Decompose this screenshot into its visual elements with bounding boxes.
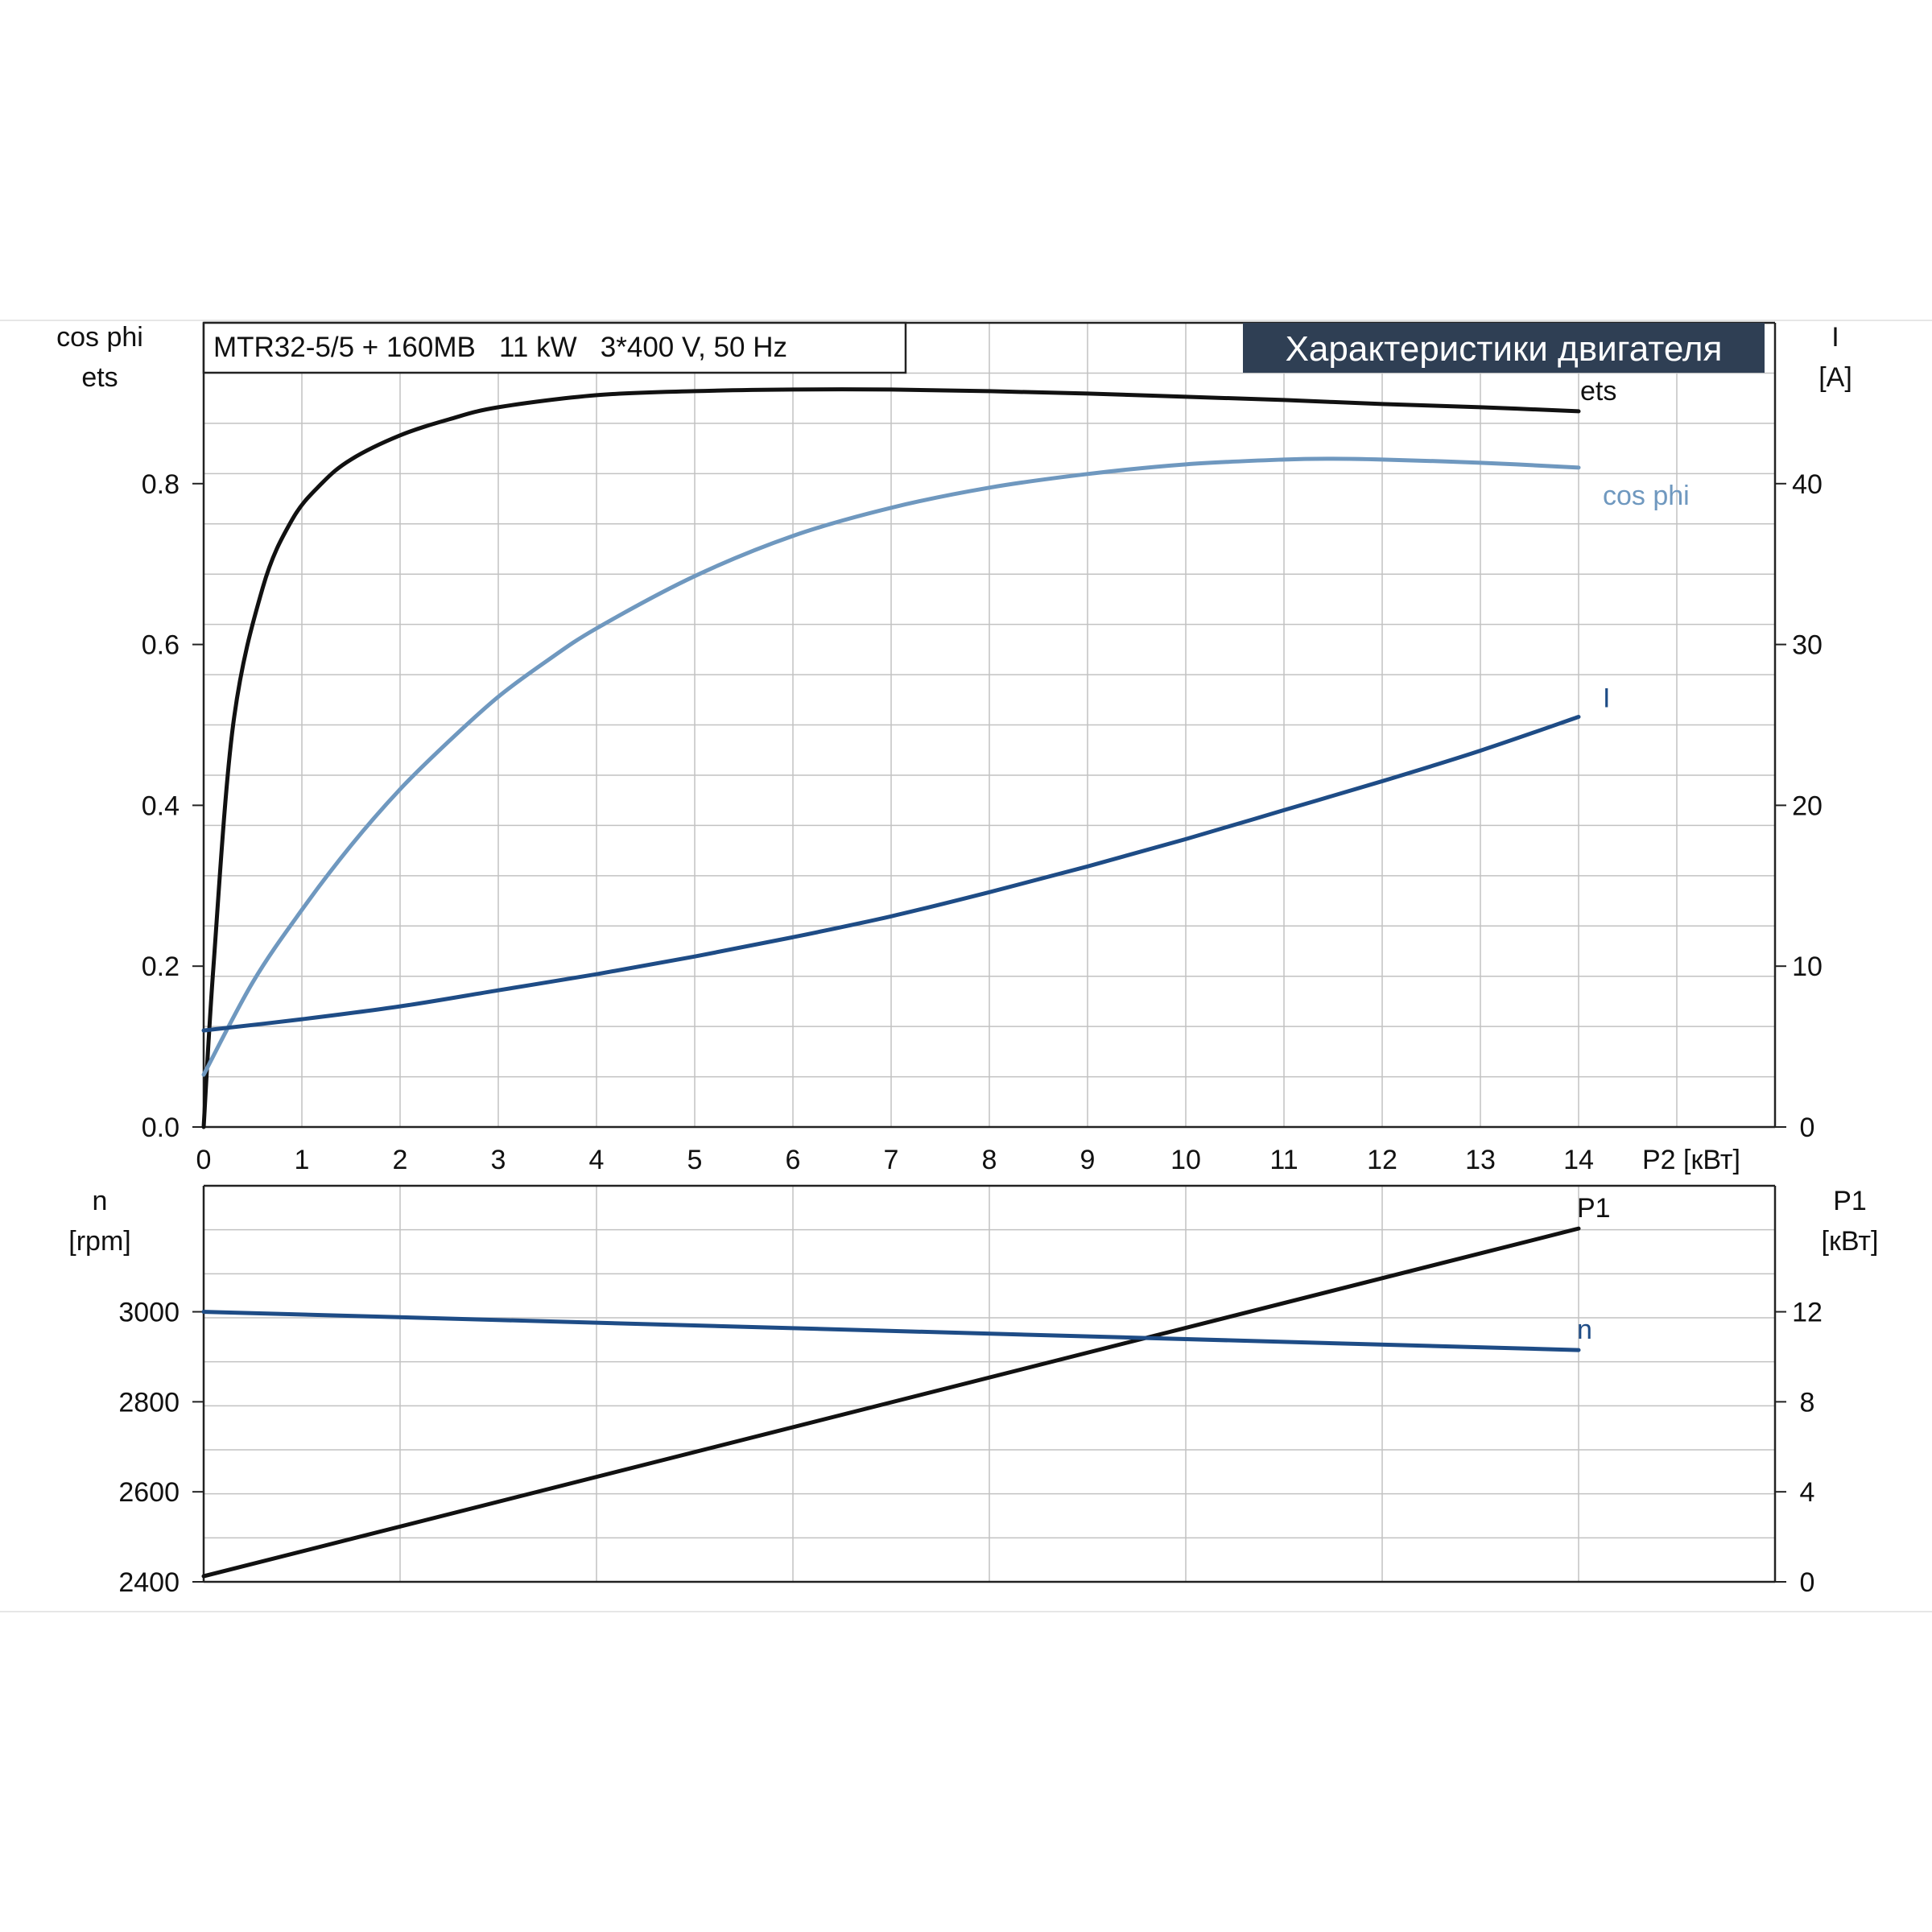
model-label: MTR32-5/5 + 160MB 11 kW 3*400 V, 50 Hz [213,332,787,363]
lower-right-axis-label-kw: [кВт] [1822,1226,1879,1257]
right-tick-label: 20 [1792,791,1823,821]
lower-left-axis-label-rpm: [rpm] [68,1226,130,1257]
x-tick-label: 6 [786,1145,801,1175]
left-tick-label: 2600 [118,1477,180,1508]
series-line-i [201,715,1581,1033]
chart-title: Характеристики двигателя [1286,329,1723,369]
left-tick-label: 0.4 [142,791,180,821]
left-tick-label: 0.0 [142,1113,180,1143]
lower-plot-panel: 2400 2600 2800 3000 0 4 8 12 P1 n [118,1184,1823,1598]
x-tick-label: 10 [1170,1145,1201,1175]
right-tick-label: 4 [1800,1477,1815,1508]
x-tick-label: 14 [1563,1145,1594,1175]
title-box: Характеристики двигателя [1243,323,1765,373]
series-label-p1: P1 [1577,1193,1611,1224]
right-axis-label-current: I [1831,322,1839,353]
right-tick-label: 0 [1800,1567,1815,1598]
lower-right-axis-label-p1: P1 [1833,1186,1867,1216]
left-tick-label: 2800 [118,1387,180,1418]
series-line-ets [201,387,1581,1129]
right-tick-label: 0 [1800,1113,1815,1143]
x-tick-label: 8 [982,1145,997,1175]
x-tick-label: 9 [1080,1145,1096,1175]
model-label-box: MTR32-5/5 + 160MB 11 kW 3*400 V, 50 Hz [202,321,907,374]
series-label-i: I [1603,683,1610,714]
left-tick-label: 2400 [118,1567,180,1598]
lower-left-axis-label-n: n [93,1186,108,1216]
series-label-ets: ets [1580,376,1616,407]
series-line-p1 [201,1226,1581,1579]
x-tick-label: 13 [1465,1145,1496,1175]
series-line-n [201,1310,1581,1352]
series-label-n: n [1577,1315,1592,1345]
x-tick-label: 12 [1367,1145,1397,1175]
series-label-cos-phi: cos phi [1603,481,1690,511]
right-tick-label: 8 [1800,1387,1815,1418]
series-line-cos-phi [201,456,1581,1077]
right-tick-label: 12 [1792,1298,1823,1328]
left-tick-label: 0.8 [142,469,180,500]
x-tick-label: 4 [589,1145,605,1175]
x-tick-label: 3 [491,1145,506,1175]
right-axis-label-current-unit: [A] [1818,362,1852,393]
x-tick-label: 0 [196,1145,212,1175]
x-tick-label: 1 [295,1145,310,1175]
right-tick-label: 40 [1792,469,1823,500]
left-axis-label-ets: ets [81,362,118,393]
right-tick-label: 10 [1792,952,1823,982]
right-tick-label: 30 [1792,630,1823,661]
x-tick-label: 5 [687,1145,703,1175]
x-tick-label: 11 [1269,1145,1298,1175]
x-tick-label: 2 [393,1145,408,1175]
left-tick-label: 0.2 [142,952,180,982]
left-axis-label-cosphi: cos phi [56,322,143,353]
x-axis-label: P2 [кВт] [1642,1145,1740,1175]
x-tick-label: 7 [884,1145,899,1175]
left-tick-label: 0.6 [142,630,180,661]
left-tick-label: 3000 [118,1298,180,1328]
